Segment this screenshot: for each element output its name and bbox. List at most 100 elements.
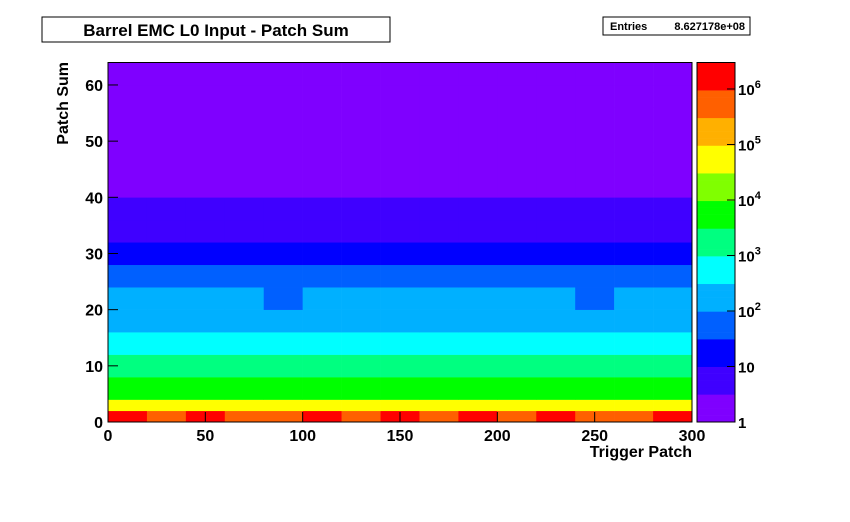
heatmap-cell bbox=[263, 287, 303, 310]
colorbar-band bbox=[697, 304, 735, 312]
heatmap-cell bbox=[458, 332, 498, 355]
colorbar-band bbox=[697, 373, 735, 381]
colorbar-band bbox=[697, 214, 735, 222]
heatmap-cell bbox=[536, 219, 576, 243]
heatmap-cell bbox=[185, 152, 226, 176]
heatmap-cell bbox=[497, 129, 537, 153]
heatmap-cell bbox=[653, 219, 693, 243]
heatmap-cell bbox=[653, 84, 693, 108]
heatmap-cell bbox=[146, 332, 187, 355]
heatmap-cell bbox=[108, 84, 148, 108]
heatmap-cell bbox=[263, 354, 303, 378]
heatmap-cell bbox=[185, 264, 226, 288]
heatmap-cell bbox=[536, 197, 576, 221]
heatmap-cell bbox=[614, 152, 654, 176]
heatmap-cell bbox=[341, 107, 381, 131]
heatmap-cell bbox=[380, 242, 420, 266]
heatmap-cell bbox=[536, 264, 576, 288]
heatmap-cell bbox=[458, 84, 498, 108]
x-tick-label: 100 bbox=[289, 428, 316, 445]
heatmap-cell bbox=[536, 174, 576, 198]
heatmap-cell bbox=[263, 152, 303, 176]
heatmap-cell bbox=[419, 377, 459, 400]
heatmap-cell bbox=[185, 62, 226, 86]
heatmap-cell bbox=[302, 152, 342, 176]
colorbar-band bbox=[697, 325, 735, 333]
heatmap-cell bbox=[653, 264, 693, 288]
heatmap-cell bbox=[614, 129, 654, 153]
z-tick-base: 10 bbox=[738, 304, 755, 321]
heatmap-cell bbox=[458, 129, 498, 153]
heatmap-cell bbox=[185, 399, 226, 412]
heatmap-cell bbox=[458, 107, 498, 131]
colorbar-band bbox=[697, 90, 735, 98]
heatmap-cell bbox=[536, 354, 576, 378]
heatmap-cell bbox=[653, 197, 693, 221]
heatmap-cell bbox=[458, 174, 498, 198]
heatmap-cell bbox=[302, 410, 342, 423]
colorbar-band bbox=[697, 256, 735, 264]
stats-value: 8.627178e+08 bbox=[674, 21, 745, 33]
colorbar-band bbox=[697, 401, 735, 409]
heatmap-cell bbox=[536, 399, 576, 412]
heatmap-cell bbox=[380, 62, 420, 86]
heatmap-cell bbox=[653, 410, 693, 423]
heatmap-cell bbox=[458, 242, 498, 266]
heatmap-cell bbox=[653, 332, 693, 355]
heatmap-cell bbox=[341, 287, 381, 310]
heatmap-cell bbox=[108, 152, 148, 176]
heatmap-cell bbox=[380, 84, 420, 108]
heatmap-cell bbox=[458, 377, 498, 400]
heatmap-cell bbox=[302, 242, 342, 266]
heatmap-cell bbox=[653, 107, 693, 131]
colorbar-band bbox=[697, 186, 735, 195]
heatmap-cell bbox=[341, 174, 381, 198]
colorbar-band bbox=[697, 103, 735, 112]
heatmap-cell bbox=[341, 309, 381, 333]
heatmap-cell bbox=[497, 84, 537, 108]
heatmap-cell bbox=[146, 410, 187, 423]
heatmap-cell bbox=[224, 264, 265, 288]
colorbar-frame bbox=[696, 62, 736, 423]
colorbar-band bbox=[697, 173, 735, 181]
heatmap-cell bbox=[536, 129, 576, 153]
heatmap-cell bbox=[185, 309, 226, 333]
colorbar-band bbox=[697, 276, 735, 285]
heatmap-cell bbox=[224, 219, 265, 243]
heatmap-cell bbox=[108, 197, 148, 221]
heatmap-cell bbox=[146, 62, 187, 86]
heatmap-cell bbox=[185, 174, 226, 198]
y-tick-label: 40 bbox=[85, 190, 103, 207]
heatmap-cell bbox=[146, 377, 187, 400]
heatmap-cell bbox=[419, 62, 459, 86]
heatmap-cell bbox=[341, 62, 381, 86]
heatmap-cell bbox=[302, 332, 342, 355]
heatmap-cell bbox=[224, 309, 265, 333]
heatmap-cell bbox=[224, 129, 265, 153]
heatmap-cell bbox=[575, 354, 615, 378]
heatmap-cell bbox=[108, 107, 148, 131]
heatmap-cell bbox=[536, 152, 576, 176]
heatmap-cell bbox=[380, 354, 420, 378]
colorbar-band bbox=[697, 318, 735, 326]
heatmap-cell bbox=[653, 242, 693, 266]
heatmap-cell bbox=[497, 107, 537, 131]
colorbar-band bbox=[697, 145, 735, 153]
z-tick-base: 10 bbox=[738, 248, 755, 265]
colorbar-band bbox=[697, 62, 735, 70]
heatmap-cell bbox=[341, 399, 381, 412]
heatmap-cell bbox=[419, 129, 459, 153]
x-tick-label: 300 bbox=[679, 428, 706, 445]
colorbar-band bbox=[697, 76, 735, 84]
z-tick-label: 102 bbox=[738, 301, 761, 321]
heatmap-cell bbox=[575, 107, 615, 131]
heatmap-cell bbox=[458, 287, 498, 310]
heatmap-cell bbox=[302, 287, 342, 310]
heatmap-cell bbox=[224, 354, 265, 378]
heatmap-cell bbox=[380, 197, 420, 221]
heatmap-cell bbox=[497, 399, 537, 412]
heatmap-cell bbox=[614, 354, 654, 378]
colorbar-band bbox=[697, 159, 735, 167]
heatmap-cell bbox=[146, 287, 187, 310]
heatmap-cell bbox=[575, 62, 615, 86]
